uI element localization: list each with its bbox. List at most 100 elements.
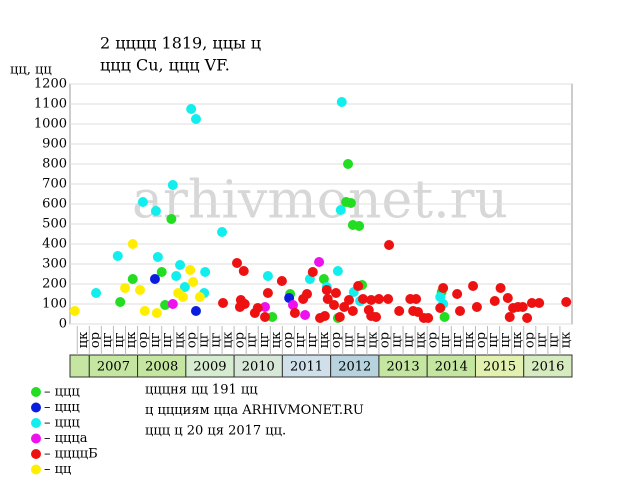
point bbox=[534, 298, 545, 308]
x-sublabel: цк bbox=[76, 332, 91, 349]
point bbox=[329, 300, 340, 310]
point bbox=[452, 289, 463, 299]
point bbox=[234, 302, 245, 312]
point bbox=[91, 288, 102, 298]
x-sublabel: цг bbox=[305, 332, 320, 347]
x-sublabel: цг bbox=[486, 332, 501, 347]
point bbox=[307, 267, 318, 277]
point bbox=[438, 283, 449, 293]
x-sublabel: цк bbox=[172, 332, 187, 349]
point bbox=[252, 303, 263, 313]
note: цццня цц 191 цц bbox=[145, 383, 258, 398]
legend-marker bbox=[31, 464, 41, 475]
legend-label: – ццц bbox=[44, 385, 80, 400]
x-sublabel: ор bbox=[329, 332, 344, 348]
legend-label: – ццццБ bbox=[44, 447, 98, 462]
legend-marker bbox=[31, 433, 41, 444]
x-sublabel: ор bbox=[426, 332, 441, 348]
legend-label: – ццц bbox=[44, 416, 80, 431]
x-sublabel: ор bbox=[281, 332, 296, 348]
year-cell bbox=[69, 354, 90, 378]
point bbox=[321, 285, 332, 295]
y-tick-label: 100 bbox=[42, 297, 67, 312]
point bbox=[411, 294, 422, 304]
point bbox=[322, 294, 333, 304]
point bbox=[200, 267, 211, 277]
y-tick-label: 400 bbox=[42, 237, 67, 252]
y-tick-label: 1000 bbox=[34, 117, 67, 132]
point bbox=[357, 294, 368, 304]
point bbox=[495, 283, 506, 293]
x-sublabel: цг bbox=[341, 332, 356, 347]
point bbox=[435, 303, 446, 313]
y-tick-label: 0 bbox=[59, 317, 67, 332]
point bbox=[134, 285, 145, 295]
point bbox=[504, 312, 515, 322]
point bbox=[489, 296, 500, 306]
point bbox=[139, 306, 150, 316]
point bbox=[384, 240, 395, 250]
point bbox=[288, 300, 299, 310]
point bbox=[194, 292, 205, 302]
point bbox=[423, 313, 434, 323]
year-label: 2011 bbox=[290, 360, 323, 375]
point bbox=[300, 310, 311, 320]
x-sublabel: цг bbox=[498, 332, 513, 347]
year-label: 2007 bbox=[97, 360, 130, 375]
y-tick-label: 1200 bbox=[34, 77, 67, 92]
point bbox=[238, 266, 249, 276]
legend-marker bbox=[31, 387, 41, 397]
point bbox=[190, 306, 201, 316]
year-label: 2009 bbox=[193, 360, 226, 375]
x-sublabel: цг bbox=[390, 332, 405, 347]
year-label: 2013 bbox=[387, 360, 420, 375]
point bbox=[167, 299, 178, 309]
point bbox=[353, 281, 364, 291]
legend-marker bbox=[31, 402, 41, 413]
legend-marker bbox=[31, 418, 41, 428]
point bbox=[502, 293, 513, 303]
point bbox=[166, 214, 177, 224]
point bbox=[167, 180, 178, 190]
point bbox=[160, 300, 171, 310]
point bbox=[177, 292, 188, 302]
point bbox=[522, 313, 533, 323]
point bbox=[262, 271, 273, 281]
point bbox=[343, 295, 354, 305]
point bbox=[156, 267, 167, 277]
point bbox=[318, 274, 329, 284]
x-sublabel: цг bbox=[112, 332, 127, 347]
point bbox=[150, 206, 161, 216]
y-tick-label: 900 bbox=[42, 137, 67, 152]
x-sublabel: цк bbox=[365, 332, 380, 349]
x-sublabel: ор bbox=[377, 332, 392, 348]
point bbox=[319, 311, 330, 321]
y-tick-label: 600 bbox=[42, 197, 67, 212]
point bbox=[526, 298, 537, 308]
x-sublabel: цг bbox=[160, 332, 175, 347]
x-sublabel: цг bbox=[196, 332, 211, 347]
point bbox=[190, 114, 201, 124]
x-sublabel: ор bbox=[233, 332, 248, 348]
point bbox=[112, 251, 123, 261]
x-sublabel: цг bbox=[245, 332, 260, 347]
point bbox=[289, 308, 300, 318]
x-sublabel: цк bbox=[462, 332, 477, 349]
year-label: 2015 bbox=[483, 360, 516, 375]
point bbox=[186, 104, 197, 114]
x-sublabel: цг bbox=[534, 332, 549, 347]
x-sublabel: цг bbox=[209, 332, 224, 347]
point bbox=[152, 252, 163, 262]
point bbox=[171, 271, 182, 281]
point bbox=[343, 159, 354, 169]
point bbox=[314, 257, 325, 267]
point bbox=[127, 239, 138, 249]
year-label: 2014 bbox=[435, 360, 468, 375]
year-label: 2016 bbox=[531, 360, 564, 375]
legend-label: – ццца bbox=[44, 431, 88, 446]
y-tick-label: 1100 bbox=[34, 97, 67, 112]
y-tick-label: 300 bbox=[42, 257, 67, 272]
point bbox=[217, 227, 228, 237]
x-sublabel: цк bbox=[221, 332, 236, 349]
